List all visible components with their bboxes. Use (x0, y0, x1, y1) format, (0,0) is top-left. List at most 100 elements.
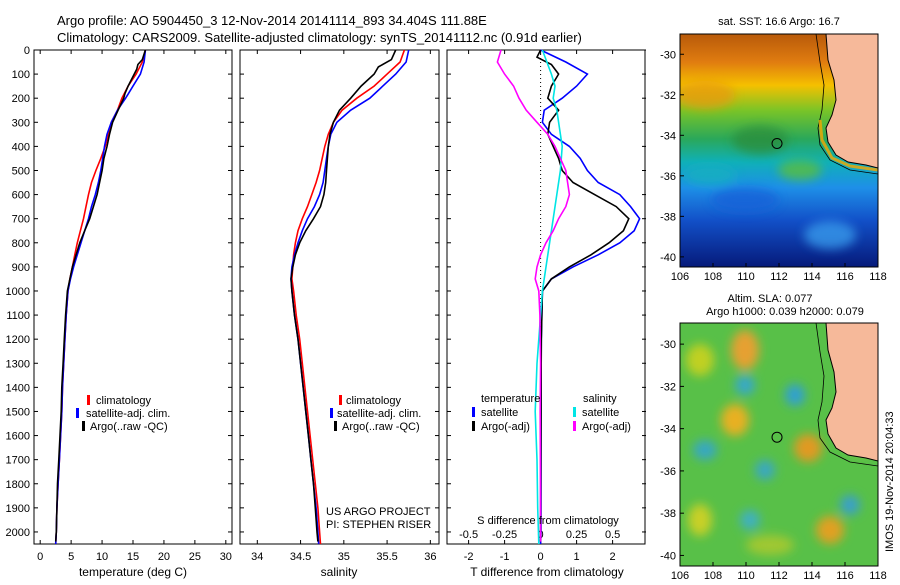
legend-title-salinity: salinity (583, 393, 617, 405)
depth-tick-label: 1100 (6, 310, 30, 322)
sst-map (680, 34, 878, 267)
legend-swatch-temp-satellite (472, 407, 475, 417)
sla-argo-position-marker (771, 431, 783, 443)
salinity-plot: 34 34.5 35 35.5 36 (251, 49, 436, 563)
x-tick-label: 36 (424, 551, 436, 563)
sst-map-title: sat. SST: 16.6 Argo: 16.7 (718, 16, 840, 28)
temperature-legend: climatology satellite-adj. clim. Argo(..… (76, 395, 170, 433)
lon-tick-label: 116 (836, 570, 854, 580)
depth-axis: 0 100 200 300 400 500 600 700 800 900 1000 1100 1200… (6, 45, 646, 539)
x-tick-label: 10 (96, 551, 108, 563)
x-tick-label: 35.5 (376, 551, 397, 563)
legend-label-temp-argo: Argo(-adj) (481, 421, 530, 433)
lat-tick-label: -34 (660, 424, 676, 436)
depth-tick-label: 300 (12, 117, 30, 129)
series-line-climatology (291, 49, 406, 545)
series-line-temperature-satellite (539, 49, 641, 545)
lat-tick-label: -30 (660, 339, 676, 351)
lon-tick-label: 114 (803, 570, 821, 580)
lat-tick-label: -36 (660, 466, 676, 478)
depth-tick-label: 0 (24, 45, 30, 57)
sla-map-title2: Argo h1000: 0.039 h2000: 0.079 (706, 306, 864, 318)
depth-tick-label: 1800 (6, 479, 30, 491)
depth-tick-label: 1200 (6, 334, 30, 346)
x-tick-label: 15 (127, 551, 139, 563)
lat-tick-label: -32 (660, 90, 676, 102)
s-difference-tick-label: -0.5 (459, 529, 478, 541)
lon-tick-label: 116 (836, 271, 854, 283)
sst-argo-position-marker (771, 137, 783, 149)
lon-tick-label: 110 (737, 570, 755, 580)
legend-label-climatology: climatology (346, 395, 402, 407)
lat-tick-label: -40 (660, 252, 676, 264)
isobath-sst (815, 34, 878, 175)
difference-plot: -2 -1 0 1 2-0.5 -0.25 0 0.25 0.5 (459, 49, 641, 563)
legend-swatch-sal-argo (573, 421, 576, 431)
series-line-salinity-argo-adj- (496, 49, 571, 542)
lon-tick-label: 108 (704, 570, 722, 580)
legend-swatch-climatology (87, 395, 90, 405)
legend-label-sal-satellite: satellite (582, 407, 619, 419)
s-difference-tick-label: 0.25 (566, 529, 587, 541)
legend-title-temperature: temperature (481, 393, 540, 405)
legend-swatch-satellite (76, 408, 79, 418)
depth-tick-label: 1600 (6, 431, 30, 443)
lon-tick-label: 118 (869, 570, 887, 580)
isobath-sla (815, 323, 878, 467)
x-tick-label: 0 (37, 551, 43, 563)
depth-tick-label: 2000 (6, 527, 30, 539)
legend-label-argo: Argo(..raw -QC) (342, 421, 420, 433)
s-difference-tick-label: 0.5 (605, 529, 620, 541)
sst-map-axes: -30 -32 -34 -36 -38 -40 106 108 110 112 114 116 118 (660, 49, 887, 283)
credit-project: US ARGO PROJECT (326, 506, 431, 518)
header-line2: Climatology: CARS2009. Satellite-adjuste… (57, 30, 582, 45)
series-line-climatology (54, 49, 147, 545)
lon-tick-label: 112 (770, 271, 788, 283)
lat-tick-label: -38 (660, 211, 676, 223)
timestamp: IMOS 19-Nov-2014 20:04:33 (884, 411, 896, 552)
sla-map-title1: Altim. SLA: 0.077 (728, 293, 813, 305)
lon-tick-label: 108 (704, 271, 722, 283)
lon-tick-label: 110 (737, 271, 755, 283)
depth-tick-label: 100 (12, 69, 30, 81)
legend-swatch-argo (82, 421, 85, 431)
sla-map-axes: -30 -32 -34 -36 -38 -40 106 108 110 112 114 116 118 (660, 339, 887, 582)
legend-label-sal-argo: Argo(-adj) (582, 421, 631, 433)
legend-swatch-argo (334, 421, 337, 431)
s-difference-tick-label: -0.25 (492, 529, 517, 541)
difference-panel-frame (446, 49, 646, 545)
x-tick-label: 0 (538, 551, 544, 563)
difference-toplabel: S difference from climatology (477, 515, 619, 527)
lon-tick-label: 118 (869, 271, 887, 283)
temperature-panel-frame (33, 49, 233, 545)
depth-tick-label: 600 (12, 190, 30, 202)
x-tick-label: 35 (338, 551, 350, 563)
legend-swatch-sal-satellite (573, 407, 576, 417)
series-line-satellite-adj-clim- (290, 49, 410, 545)
lon-tick-label: 106 (671, 271, 689, 283)
lon-tick-label: 106 (671, 570, 689, 580)
header-line1: Argo profile: AO 5904450_3 12-Nov-2014 2… (57, 13, 487, 28)
sla-map (680, 323, 878, 566)
temperature-xlabel: temperature (deg C) (79, 565, 187, 579)
x-tick-label: -1 (500, 551, 510, 563)
depth-tick-label: 1700 (6, 455, 30, 467)
land-mass-sla (825, 323, 878, 462)
series-line-temperature-argo-adj- (535, 49, 630, 542)
x-tick-label: 2 (610, 551, 616, 563)
x-tick-label: 34 (251, 551, 263, 563)
lat-tick-label: -36 (660, 171, 676, 183)
depth-tick-label: 1900 (6, 503, 30, 515)
legend-swatch-temp-argo (472, 421, 475, 431)
lat-tick-label: -30 (660, 49, 676, 61)
lat-tick-label: -34 (660, 130, 676, 142)
depth-tick-label: 800 (12, 238, 30, 250)
difference-xlabel: T difference from climatology (470, 565, 624, 579)
x-tick-label: 20 (158, 551, 170, 563)
salinity-xlabel: salinity (321, 565, 358, 579)
legend-label-climatology: climatology (96, 395, 152, 407)
salinity-legend: climatology satellite-adj. clim. Argo(..… (330, 395, 421, 433)
lat-tick-label: -38 (660, 508, 676, 520)
legend-swatch-climatology (339, 395, 342, 405)
